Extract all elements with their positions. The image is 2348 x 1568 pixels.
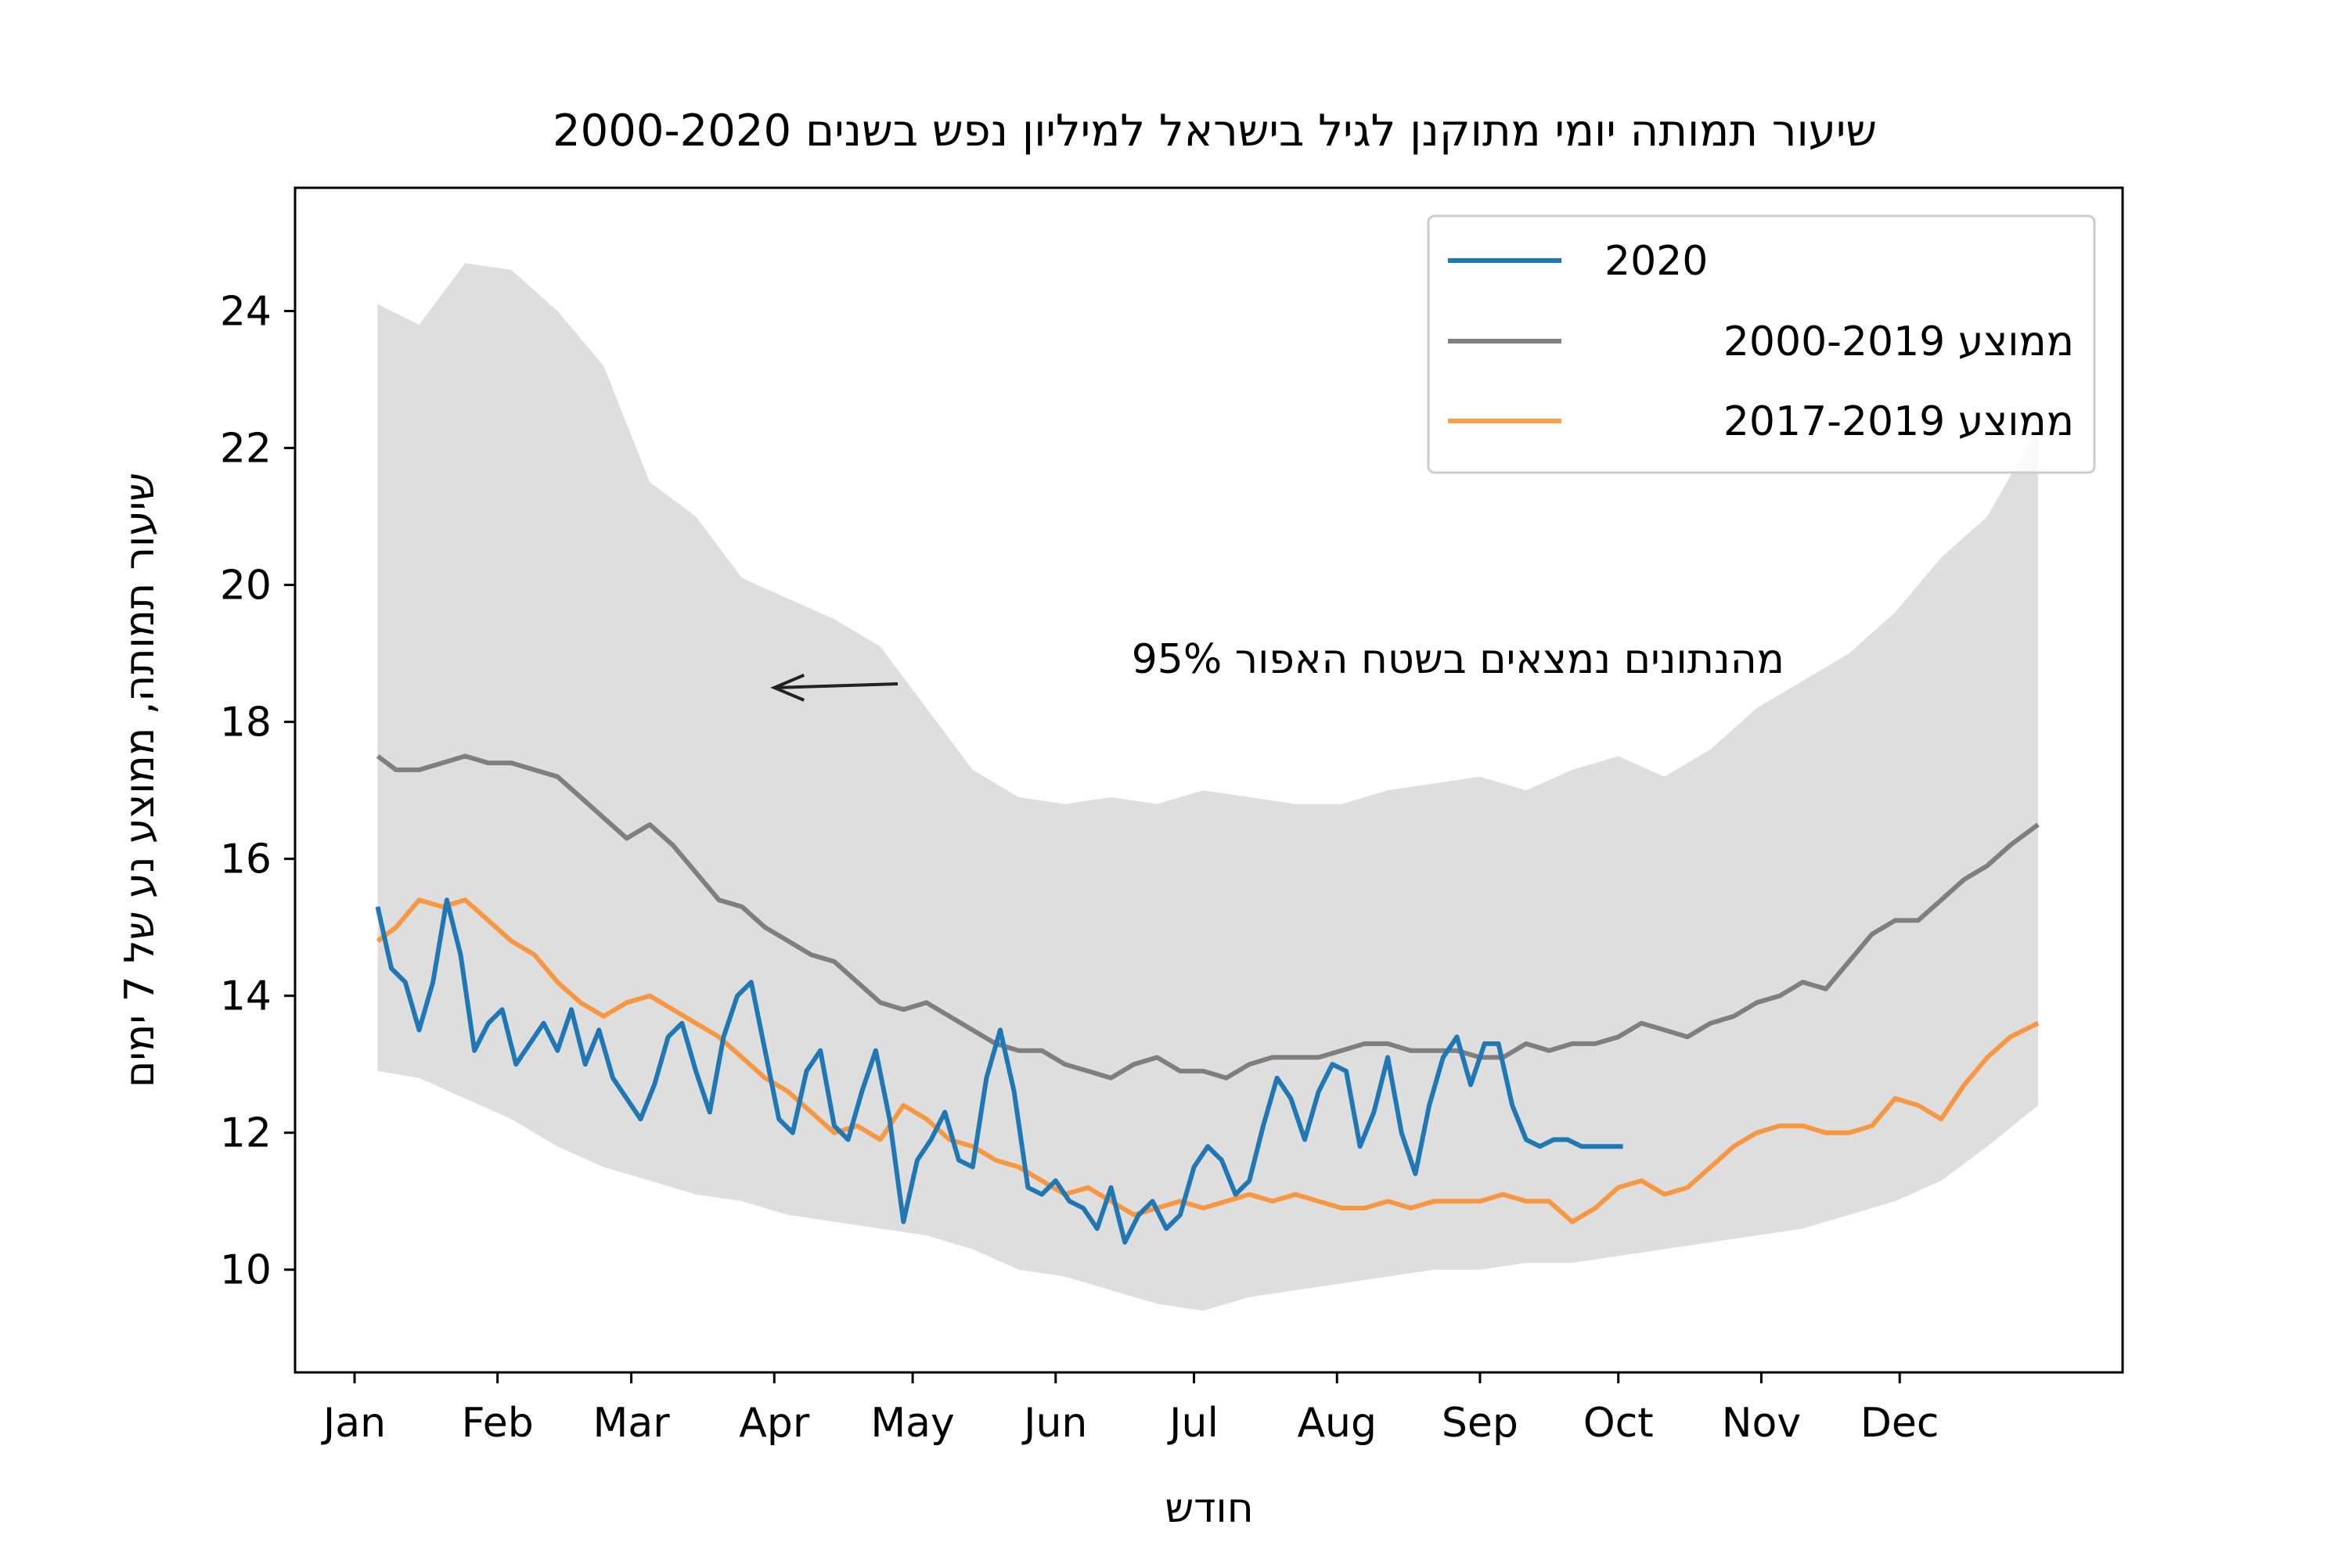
y-tick-label: 22 xyxy=(220,426,272,473)
legend-label-avg-2017-2019: ממוצע 2017-2019 xyxy=(1723,398,2074,445)
annotation-arrow xyxy=(777,682,899,689)
legend-label-avg-2000-2019: ממוצע 2000-2019 xyxy=(1723,318,2074,365)
y-tick-label: 10 xyxy=(220,1247,272,1294)
axes-frame xyxy=(294,186,2124,1374)
annotation-arrowhead xyxy=(770,674,805,702)
y-axis: 10 12 14 16 18 20 22 24 xyxy=(220,289,295,1294)
x-tick-label: Oct xyxy=(1583,1400,1654,1447)
annotation: 95% מהנתונים נמצאים בשטח האפור xyxy=(770,636,1784,702)
legend-label-2020: 2020 xyxy=(1604,238,1708,285)
chart-title: שיעור תמותה יומי מתוקנן לגיל בישראל למיל… xyxy=(553,106,1877,156)
x-tick-label: Jul xyxy=(1167,1400,1219,1447)
x-tick-label: Apr xyxy=(739,1400,810,1447)
y-tick-label: 20 xyxy=(220,563,272,610)
legend-frame xyxy=(1427,214,2096,474)
y-tick-label: 18 xyxy=(220,699,272,746)
legend: 2020 ממוצע 2000-2019 ממוצע 2017-2019 xyxy=(1427,214,2096,474)
y-tick-label: 24 xyxy=(220,289,272,336)
series-line-2020 xyxy=(375,897,1623,1245)
y-axis-label: שיעור תמותה, ממוצע נע של 7 ימים xyxy=(117,473,164,1088)
x-axis-label: חודש xyxy=(1165,1485,1253,1532)
x-tick-label: Dec xyxy=(1860,1400,1939,1447)
plot-area xyxy=(375,263,2040,1311)
y-tick-label: 12 xyxy=(220,1110,272,1157)
series-line-avg-2000-2019 xyxy=(376,753,2040,1081)
confidence-band xyxy=(377,263,2038,1311)
x-tick-label: Jun xyxy=(1021,1400,1087,1447)
series-line-avg-2017-2019 xyxy=(376,897,2040,1225)
x-tick-label: Nov xyxy=(1722,1400,1802,1447)
x-tick-label: Mar xyxy=(593,1400,671,1447)
x-tick-label: Aug xyxy=(1297,1400,1377,1447)
x-axis: Jan Feb Mar Apr May Jun Jul Aug Sep Oct Nov Dec xyxy=(321,1372,1939,1447)
x-tick-label: Feb xyxy=(462,1400,534,1447)
x-tick-label: May xyxy=(870,1400,955,1447)
y-tick-label: 14 xyxy=(220,973,272,1020)
y-tick-label: 16 xyxy=(220,836,272,883)
x-tick-label: Jan xyxy=(321,1400,386,1447)
annotation-text: 95% מהנתונים נמצאים בשטח האפור xyxy=(1132,636,1784,683)
x-tick-label: Sep xyxy=(1442,1400,1518,1447)
